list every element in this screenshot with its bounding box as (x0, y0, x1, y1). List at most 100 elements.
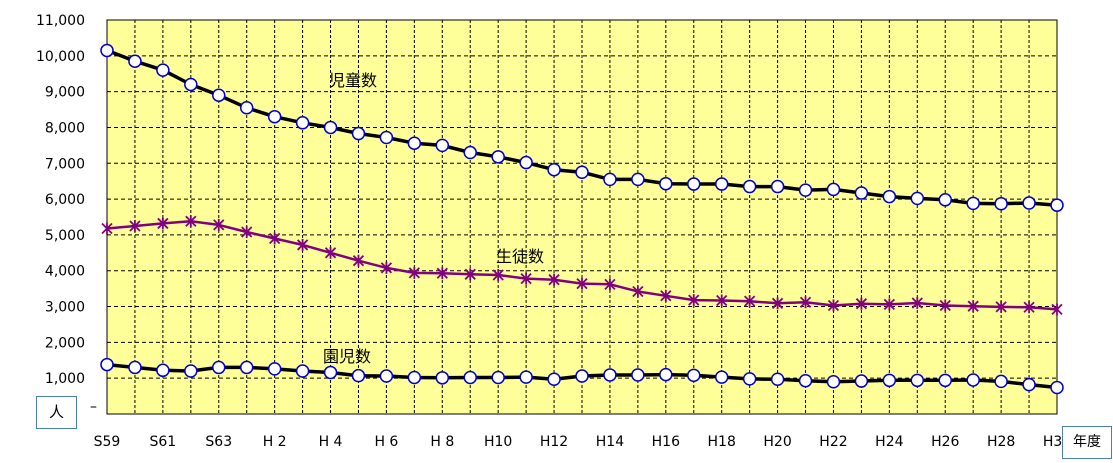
data-point-marker (854, 374, 869, 388)
data-point-marker (239, 360, 254, 375)
x-tick-label: H10 (484, 434, 512, 450)
data-point-marker (435, 138, 450, 153)
y-tick-label: 9,000 (45, 85, 85, 101)
data-point-marker (435, 371, 450, 385)
y-tick-label: 10,000 (36, 49, 85, 65)
data-point-marker (742, 179, 757, 194)
data-point-marker (212, 360, 226, 375)
x-tick-label: H28 (987, 434, 1015, 450)
data-point-marker (407, 136, 422, 150)
data-point-marker (491, 370, 505, 385)
data-point-marker (910, 373, 925, 388)
data-point-marker (770, 179, 785, 194)
data-point-marker (966, 196, 980, 211)
data-point-marker (269, 232, 281, 245)
x-tick-label: H 8 (430, 434, 454, 450)
data-point-marker (688, 294, 700, 307)
data-point-marker (938, 373, 952, 388)
data-point-marker (184, 77, 198, 92)
data-point-marker (100, 43, 114, 58)
data-point-marker (185, 215, 197, 228)
series-annotation: 園児数 (323, 347, 371, 366)
data-point-marker (463, 370, 477, 385)
data-point-marker (939, 299, 951, 312)
x-tick-label: H14 (596, 434, 624, 450)
data-point-marker (295, 116, 310, 130)
data-point-marker (239, 101, 254, 115)
series-annotation: 生徒数 (496, 247, 544, 266)
data-point-marker (464, 268, 476, 281)
y-unit-label: 人 (36, 396, 77, 429)
data-point-marker (882, 373, 897, 388)
data-point-marker (324, 246, 337, 259)
data-point-marker (827, 299, 840, 312)
data-point-marker (184, 364, 198, 378)
data-point-marker (604, 278, 616, 291)
x-tick-label: S63 (205, 434, 232, 450)
data-point-marker (714, 370, 729, 384)
data-point-marker (1022, 377, 1036, 392)
x-tick-label: H18 (708, 434, 736, 450)
data-point-marker (631, 368, 645, 382)
x-tick-label: H 2 (263, 434, 287, 450)
y-tick-label: 8,000 (45, 120, 85, 136)
data-point-marker (547, 372, 561, 387)
data-point-marker (519, 370, 533, 384)
data-point-marker (519, 155, 533, 170)
data-point-marker (659, 176, 673, 191)
data-point-marker (995, 300, 1007, 313)
x-tick-label: H20 (763, 434, 791, 450)
data-point-marker (576, 277, 588, 290)
data-point-marker (157, 217, 169, 230)
data-point-marker (1051, 303, 1063, 316)
series-annotation: 児童数 (329, 71, 377, 90)
x-tick-label: H 4 (319, 434, 343, 450)
data-point-marker (994, 196, 1008, 211)
data-point-marker (744, 295, 756, 308)
data-point-marker (323, 120, 338, 135)
y-tick-label: 3,000 (45, 300, 85, 316)
y-tick-label: 7,000 (45, 156, 85, 172)
data-point-marker (351, 368, 366, 383)
data-point-marker (241, 226, 253, 239)
data-point-marker (352, 254, 365, 267)
data-point-marker (798, 183, 813, 197)
data-point-marker (716, 294, 728, 307)
y-tick-label: 1,000 (45, 371, 85, 387)
data-point-marker (379, 130, 394, 145)
data-point-marker (603, 368, 617, 382)
data-point-marker (267, 109, 282, 124)
data-point-marker (296, 238, 309, 251)
data-point-marker (436, 267, 448, 280)
data-point-marker (967, 300, 979, 313)
data-point-marker (463, 145, 477, 160)
y-tick-label: 5,000 (45, 228, 85, 244)
data-point-marker (687, 368, 701, 383)
data-point-marker (966, 373, 980, 387)
data-point-marker (379, 369, 394, 383)
data-point-marker (1022, 196, 1036, 210)
data-point-marker (575, 369, 589, 383)
data-point-marker (771, 297, 784, 310)
data-point-marker (855, 297, 868, 310)
data-point-marker (994, 374, 1008, 389)
x-tick-label: H24 (875, 434, 903, 450)
x-tick-label: H12 (540, 434, 568, 450)
y-zero-tick-label: – (90, 399, 97, 415)
data-point-marker (883, 298, 895, 311)
data-point-marker (575, 165, 589, 179)
data-point-marker (520, 272, 532, 285)
x-tick-label: H22 (819, 434, 847, 450)
data-point-marker (351, 126, 366, 141)
data-point-marker (714, 177, 729, 191)
data-point-marker (798, 373, 813, 388)
data-point-marker (101, 222, 113, 235)
data-point-marker (408, 266, 420, 279)
y-tick-label: 2,000 (45, 335, 85, 351)
data-point-marker (129, 219, 141, 232)
data-point-marker (882, 189, 897, 204)
x-tick-label: H 6 (374, 434, 398, 450)
data-point-marker (854, 186, 869, 200)
data-point-marker (631, 172, 645, 187)
